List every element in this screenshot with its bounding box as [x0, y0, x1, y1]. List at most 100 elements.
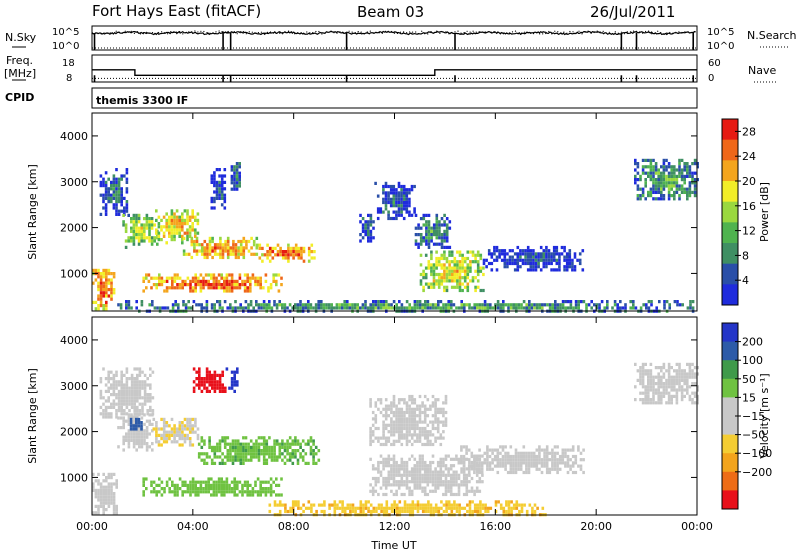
- echo-cell: [218, 445, 222, 449]
- echo-cell: [234, 449, 237, 453]
- echo-cell: [379, 207, 383, 211]
- echo-cell: [213, 249, 217, 253]
- echo-cell: [275, 279, 278, 283]
- echo-cell: [213, 445, 217, 449]
- echo-cell: [213, 184, 216, 188]
- echo-cell: [500, 252, 504, 256]
- echo-cell: [314, 461, 318, 465]
- echo-cell: [519, 255, 522, 259]
- echo-cell: [270, 452, 274, 456]
- echo-cell: [137, 417, 141, 421]
- echo-cell: [691, 178, 694, 182]
- echo-cell: [157, 215, 161, 219]
- echo-cell: [124, 245, 128, 249]
- echo-cell: [413, 398, 417, 402]
- echo-cell: [647, 306, 651, 310]
- nsearch-tick-bottom: 10^0: [707, 41, 734, 52]
- echo-cell: [189, 483, 192, 487]
- echo-cell: [160, 433, 163, 437]
- echo-cell: [135, 236, 138, 240]
- echo-cell: [161, 306, 164, 310]
- echo-cell: [102, 200, 105, 204]
- echo-cell: [453, 266, 457, 270]
- echo-cell: [385, 509, 389, 514]
- echo-cell: [448, 269, 451, 273]
- echo-cell: [221, 452, 224, 456]
- echo-cell: [387, 184, 390, 189]
- echo-cell: [247, 249, 251, 253]
- echo-cell: [173, 440, 176, 444]
- echo-cell: [390, 420, 393, 424]
- echo-cell: [551, 461, 554, 465]
- echo-cell: [405, 426, 409, 431]
- echo-cell: [230, 279, 234, 283]
- echo-cell: [102, 495, 105, 499]
- echo-cell: [102, 180, 105, 184]
- echo-cell: [662, 375, 666, 379]
- echo-cell: [184, 490, 187, 494]
- echo-cell: [213, 206, 216, 210]
- echo-cell: [525, 461, 528, 465]
- echo-cell: [110, 187, 113, 191]
- echo-cell: [135, 220, 138, 224]
- echo-cell: [691, 190, 694, 194]
- echo-cell: [132, 236, 136, 240]
- echo-cell: [99, 278, 103, 282]
- echo-cell: [511, 249, 514, 253]
- echo-cell: [200, 458, 204, 462]
- echo-cell: [369, 236, 373, 240]
- nsky-line: [91, 30, 696, 36]
- echo-cell: [369, 457, 372, 461]
- echo-cell: [283, 303, 287, 307]
- echo-cell: [540, 458, 544, 462]
- echo-cell: [431, 476, 435, 481]
- nsearch-dot: [182, 33, 184, 35]
- echo-cell: [400, 426, 404, 431]
- nsearch-dot: [354, 31, 356, 34]
- echo-cell: [379, 436, 383, 440]
- echo-cell: [231, 306, 235, 310]
- echo-cell: [519, 249, 522, 253]
- echo-cell: [356, 303, 359, 307]
- echo-cell: [442, 492, 445, 497]
- echo-cell: [555, 261, 559, 266]
- echo-cell: [223, 200, 227, 204]
- echo-cell: [369, 436, 372, 440]
- echo-cell: [105, 284, 108, 288]
- echo-cell: [216, 449, 219, 453]
- echo-cell: [688, 171, 692, 175]
- echo-cell: [422, 223, 426, 227]
- echo-cell: [582, 458, 585, 462]
- echo-cell: [117, 380, 121, 384]
- nsearch-dot: [221, 31, 223, 33]
- echo-cell: [550, 261, 553, 266]
- echo-cell: [205, 389, 209, 393]
- echo-cell: [422, 285, 425, 289]
- echo-cell: [662, 174, 666, 178]
- echo-cell: [582, 448, 585, 452]
- echo-cell: [218, 168, 221, 172]
- echo-cell: [102, 275, 105, 279]
- echo-cell: [310, 503, 313, 507]
- echo-cell: [207, 283, 210, 287]
- nsearch-dot: [660, 31, 662, 34]
- echo-cell: [553, 454, 557, 459]
- echo-cell: [104, 389, 108, 393]
- echo-cell: [371, 486, 375, 490]
- echo-cell: [219, 239, 222, 244]
- echo-cell: [170, 222, 174, 226]
- echo-cell: [221, 389, 224, 393]
- echo-cell: [480, 461, 484, 465]
- echo-cell: [307, 300, 310, 304]
- echo-cell: [107, 288, 111, 292]
- echo-cell: [260, 452, 263, 456]
- echo-cell: [519, 454, 523, 459]
- echo-cell: [267, 480, 270, 484]
- nsearch-dot: [620, 31, 623, 33]
- echo-cell: [550, 258, 553, 262]
- echo-cell: [424, 253, 428, 257]
- echo-cell: [382, 303, 385, 307]
- echo-cell: [233, 487, 236, 491]
- echo-cell: [526, 245, 530, 250]
